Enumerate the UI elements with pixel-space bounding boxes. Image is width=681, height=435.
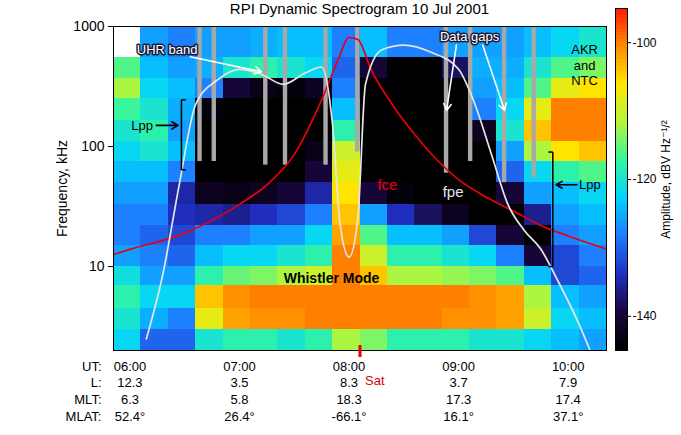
html-text:RPI Dynamic Spectrogram 10 Jul: RPI Dynamic Spectrogram 10 Jul 2001 [229,0,490,17]
svg-text:AKRandNTC: AKRandNTC [571,42,598,88]
svg-text:UT:L:MLT:MLAT:: UT:L:MLT:MLAT: [66,358,102,424]
svg-text:07:003.55.826.4°: 07:003.55.826.4° [223,358,256,424]
svg-text:08:008.318.3-66.1°: 08:008.318.3-66.1° [332,358,367,424]
svg-text:Lpp: Lpp [131,118,153,133]
svg-text:10: 10 [89,258,105,274]
svg-text:Lpp: Lpp [579,177,601,192]
svg-text:-120: -120 [633,172,657,186]
svg-text:1000: 1000 [73,18,104,34]
svg-text:Data gaps: Data gaps [440,29,500,44]
svg-text:09:003.717.316.1°: 09:003.717.316.1° [442,358,475,424]
svg-text:UHR band: UHR band [137,42,198,57]
svg-text:Frequency, kHz: Frequency, kHz [54,140,70,237]
svg-text:fpe: fpe [443,183,464,200]
svg-text:-140: -140 [633,309,657,323]
svg-text:100: 100 [81,138,105,154]
svg-text:Amplitude, dBV Hz⁻¹/²: Amplitude, dBV Hz⁻¹/² [659,120,673,238]
svg-text:10:007.917.437.1°: 10:007.917.437.1° [552,358,585,424]
svg-text:Sat: Sat [365,373,385,388]
svg-text:Whistler Mode: Whistler Mode [284,270,380,286]
svg-text:06:0012.36.352.4°: 06:0012.36.352.4° [114,358,147,424]
svg-text:-100: -100 [633,36,657,50]
svg-text:fce: fce [377,176,397,193]
